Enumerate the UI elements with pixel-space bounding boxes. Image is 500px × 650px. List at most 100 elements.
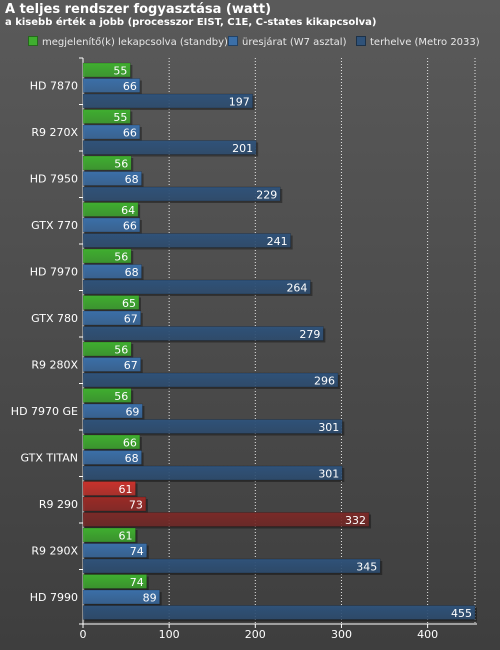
bar (82, 62, 131, 78)
value-label: 67 (124, 313, 138, 326)
bar (82, 512, 370, 527)
bar (82, 217, 141, 233)
value-label: 296 (314, 375, 335, 388)
legend-label-idle: üresjárat (W7 asztal) (242, 37, 347, 48)
bar (82, 279, 311, 295)
bar (82, 419, 343, 434)
bar (82, 357, 141, 372)
bar (82, 341, 132, 357)
bar (82, 248, 132, 264)
value-label: 61 (119, 483, 133, 496)
value-label: 56 (114, 390, 128, 403)
category-label: HD 7970 GE (11, 405, 78, 418)
value-label: 66 (123, 80, 137, 93)
value-label: 56 (114, 251, 128, 264)
legend-item-idle: üresjárat (W7 asztal) (228, 36, 346, 48)
chart-subtitle: a kisebb érték a jobb (processzor EIST, … (5, 17, 377, 28)
bar (82, 558, 381, 574)
bar (82, 388, 132, 403)
legend-label-standby: megjelenítő(k) lekapcsolva (standby) (42, 37, 228, 48)
bar (82, 109, 131, 124)
value-label: 67 (124, 359, 138, 372)
value-label: 61 (119, 530, 133, 543)
value-label: 279 (299, 328, 320, 341)
value-label: 69 (125, 406, 139, 419)
value-label: 56 (114, 344, 128, 357)
value-label: 68 (125, 173, 139, 186)
value-label: 197 (229, 96, 250, 109)
bar (82, 589, 160, 605)
legend-swatch-load (356, 36, 366, 46)
value-label: 264 (286, 282, 307, 295)
bar (82, 527, 136, 543)
bar (82, 574, 148, 589)
value-label: 64 (121, 204, 135, 217)
bar (82, 310, 141, 326)
value-label: 66 (123, 127, 137, 140)
legend-swatch-standby (28, 36, 38, 46)
category-label: HD 7950 (30, 173, 78, 186)
bar (82, 481, 136, 496)
bar (82, 450, 142, 465)
legend-swatch-idle (228, 36, 238, 46)
legend-item-load: terhelve (Metro 2033) (356, 36, 480, 48)
bar (82, 295, 140, 310)
value-label: 89 (143, 592, 157, 605)
value-label: 66 (123, 220, 137, 233)
value-label: 301 (318, 468, 339, 481)
category-label: GTX 780 (31, 312, 78, 325)
bar (82, 202, 139, 217)
value-label: 241 (267, 235, 288, 248)
x-tick-label: 300 (331, 628, 352, 641)
value-label: 201 (232, 142, 253, 155)
value-label: 332 (345, 514, 366, 527)
bar (82, 403, 143, 419)
bar (82, 543, 148, 558)
bar (82, 605, 476, 620)
category-label: GTX TITAN (21, 452, 78, 465)
value-label: 68 (125, 452, 139, 465)
bar (82, 372, 339, 388)
bar (82, 465, 343, 481)
value-label: 74 (130, 545, 144, 558)
bar (82, 326, 324, 341)
value-label: 345 (356, 561, 377, 574)
chart-title: A teljes rendszer fogyasztása (watt) (5, 2, 272, 17)
category-label: GTX 770 (31, 219, 78, 232)
category-label: R9 270X (31, 126, 78, 139)
x-tick-label: 100 (159, 628, 180, 641)
value-label: 65 (122, 297, 136, 310)
value-label: 55 (113, 111, 127, 124)
category-label: HD 7970 (30, 266, 78, 279)
category-label: HD 7990 (30, 591, 78, 604)
bar (82, 124, 141, 140)
legend: megjelenítő(k) lekapcsolva (standby) üre… (0, 36, 500, 52)
value-label: 73 (129, 499, 143, 512)
value-label: 455 (451, 607, 472, 620)
bar (82, 93, 253, 109)
bar (82, 155, 132, 171)
value-label: 301 (318, 421, 339, 434)
legend-item-standby: megjelenítő(k) lekapcsolva (standby) (28, 36, 228, 48)
bar (82, 78, 141, 93)
value-label: 68 (125, 266, 139, 279)
x-tick-label: 0 (80, 628, 87, 641)
bar (82, 434, 141, 450)
category-label: R9 290 (39, 498, 78, 511)
x-tick-label: 400 (417, 628, 438, 641)
bar (82, 186, 281, 202)
bar (82, 171, 142, 186)
bar (82, 496, 147, 512)
bar (82, 264, 142, 279)
value-label: 229 (256, 189, 277, 202)
value-label: 56 (114, 158, 128, 171)
category-label: R9 280X (31, 359, 78, 372)
legend-label-load: terhelve (Metro 2033) (370, 37, 480, 48)
bar (82, 140, 257, 155)
value-label: 55 (113, 65, 127, 78)
category-label: HD 7870 (30, 80, 78, 93)
bar (82, 233, 291, 248)
value-label: 66 (123, 437, 137, 450)
value-label: 74 (130, 576, 144, 589)
